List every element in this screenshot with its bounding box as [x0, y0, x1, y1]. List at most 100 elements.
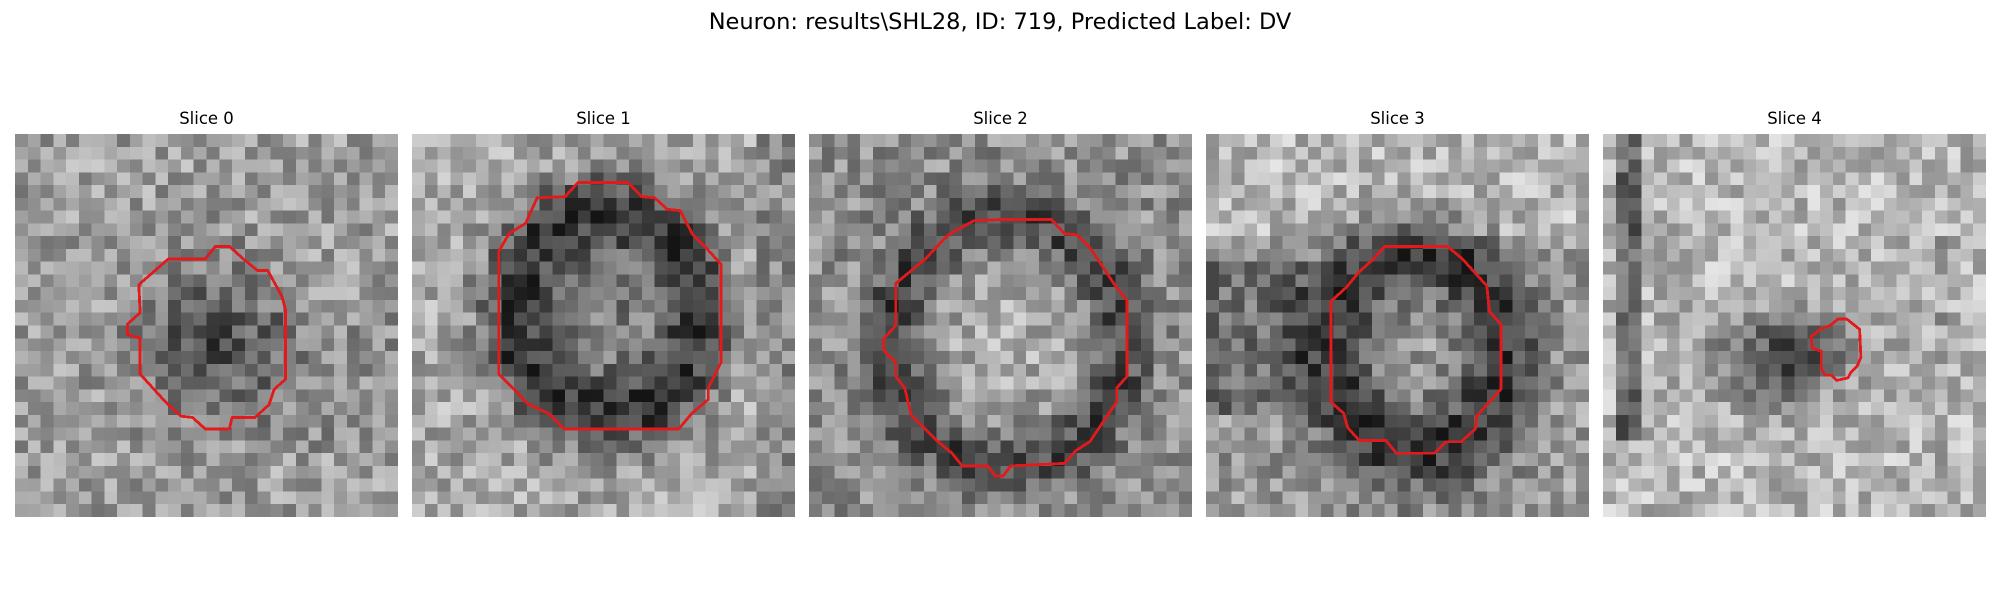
image-pixel: [1423, 440, 1437, 454]
image-pixel: [847, 402, 861, 416]
image-pixel: [1960, 363, 1974, 377]
image-pixel: [1295, 363, 1309, 377]
image-pixel: [667, 351, 681, 365]
image-pixel: [1692, 504, 1706, 517]
image-pixel: [1257, 210, 1271, 224]
image-pixel: [1474, 248, 1488, 262]
image-pixel: [1333, 491, 1347, 505]
image-pixel: [1628, 248, 1642, 262]
image-pixel: [295, 402, 309, 416]
image-pixel: [821, 338, 835, 352]
image-pixel: [962, 414, 976, 428]
image-pixel: [1102, 274, 1116, 288]
image-pixel: [1845, 312, 1859, 326]
image-pixel: [1346, 453, 1360, 467]
image-pixel: [1705, 146, 1719, 160]
image-pixel: [1231, 210, 1245, 224]
image-pixel: [743, 197, 757, 211]
image-pixel: [936, 351, 950, 365]
image-pixel: [692, 312, 706, 326]
image-pixel: [898, 427, 912, 441]
image-pixel: [424, 134, 438, 148]
image-pixel: [1346, 248, 1360, 262]
image-pixel: [974, 453, 988, 467]
image-pixel: [1807, 299, 1821, 313]
image-pixel: [1244, 274, 1258, 288]
slice-panel-3: Slice 3: [1206, 108, 1589, 517]
image-pixel: [1257, 504, 1271, 517]
image-pixel: [40, 504, 54, 517]
image-pixel: [552, 185, 566, 199]
image-pixel: [1563, 159, 1577, 173]
image-pixel: [104, 376, 118, 390]
image-pixel: [1743, 478, 1757, 492]
image-pixel: [1244, 185, 1258, 199]
image-pixel: [1486, 223, 1500, 237]
image-pixel: [1666, 236, 1680, 250]
image-pixel: [450, 453, 464, 467]
image-pixel: [15, 146, 29, 160]
image-pixel: [949, 478, 963, 492]
image-pixel: [705, 325, 719, 339]
image-pixel: [1807, 389, 1821, 403]
image-pixel: [437, 146, 451, 160]
image-pixel: [1308, 440, 1322, 454]
image-pixel: [283, 210, 297, 224]
image-pixel: [1807, 197, 1821, 211]
image-pixel: [1474, 172, 1488, 186]
image-pixel: [1051, 389, 1065, 403]
image-pixel: [654, 504, 668, 517]
image-pixel: [526, 491, 540, 505]
image-pixel: [756, 427, 770, 441]
image-pixel: [1140, 287, 1154, 301]
image-pixel: [718, 159, 732, 173]
image-pixel: [334, 312, 348, 326]
image-pixel: [1603, 312, 1617, 326]
image-pixel: [1333, 504, 1347, 517]
image-pixel: [180, 185, 194, 199]
image-pixel: [1166, 453, 1180, 467]
image-pixel: [232, 134, 246, 148]
image-pixel: [629, 146, 643, 160]
image-pixel: [1820, 376, 1834, 390]
image-pixel: [142, 146, 156, 160]
image-pixel: [1934, 172, 1948, 186]
image-pixel: [295, 478, 309, 492]
image-pixel: [974, 172, 988, 186]
image-pixel: [1295, 453, 1309, 467]
image-pixel: [1794, 414, 1808, 428]
image-pixel: [232, 299, 246, 313]
image-pixel: [898, 159, 912, 173]
image-pixel: [629, 402, 643, 416]
image-pixel: [1692, 236, 1706, 250]
image-pixel: [667, 465, 681, 479]
image-pixel: [475, 414, 489, 428]
image-pixel: [53, 427, 67, 441]
image-pixel: [860, 159, 874, 173]
image-pixel: [539, 376, 553, 390]
image-pixel: [1257, 236, 1271, 250]
image-pixel: [1730, 491, 1744, 505]
image-pixel: [346, 185, 360, 199]
image-pixel: [782, 504, 795, 517]
image-pixel: [1550, 389, 1564, 403]
image-pixel: [1730, 146, 1744, 160]
image-pixel: [731, 223, 745, 237]
image-pixel: [590, 197, 604, 211]
image-pixel: [412, 453, 426, 467]
image-pixel: [308, 197, 322, 211]
image-pixel: [1603, 325, 1617, 339]
image-pixel: [962, 325, 976, 339]
image-pixel: [1717, 146, 1731, 160]
image-pixel: [1934, 236, 1948, 250]
image-pixel: [1756, 223, 1770, 237]
image-pixel: [718, 248, 732, 262]
image-pixel: [1231, 299, 1245, 313]
image-pixel: [1563, 197, 1577, 211]
image-pixel: [1550, 134, 1564, 148]
image-pixel: [244, 440, 258, 454]
image-pixel: [1717, 402, 1731, 416]
image-pixel: [590, 299, 604, 313]
image-pixel: [1845, 491, 1859, 505]
image-pixel: [923, 172, 937, 186]
